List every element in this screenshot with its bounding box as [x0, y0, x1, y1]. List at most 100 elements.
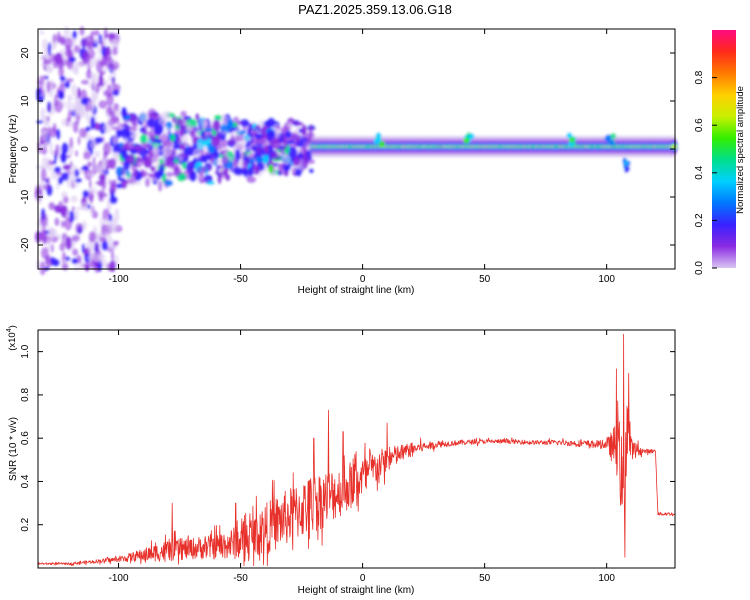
colorbar-ticks: 0.0 0.2 0.4 0.6 0.8 — [694, 70, 717, 275]
x-tick-label: 100 — [598, 573, 615, 584]
spectrogram-cell — [213, 150, 220, 160]
spectrogram-cell — [64, 37, 73, 50]
spectrogram-cell — [463, 137, 470, 144]
snr-y-label: SNR (10 * v/v) — [8, 417, 19, 481]
spectrogram-cell — [270, 150, 279, 160]
spectrogram-cell — [72, 30, 78, 39]
spectrogram-cell — [122, 161, 131, 171]
spectrogram-cell — [40, 146, 48, 155]
snr-plot-area — [38, 330, 675, 568]
x-tick-label: 0 — [360, 573, 366, 584]
spectrogram-cell — [140, 170, 149, 178]
spectrogram-cell — [35, 165, 45, 170]
spectrogram-cell — [201, 154, 209, 164]
spectrogram-image — [34, 26, 678, 276]
spectrogram-cell — [59, 81, 66, 88]
spectrogram-cell — [263, 145, 270, 154]
spectrogram-cell — [112, 117, 120, 125]
spectrogram-cell — [98, 100, 108, 109]
spectrogram-cell — [50, 243, 55, 253]
spectrogram-cell — [49, 40, 57, 51]
spectrogram-cell — [283, 138, 288, 150]
spectrogram-cell — [71, 248, 79, 256]
spectrogram-cell — [106, 45, 111, 57]
spectrogram-cell — [138, 110, 148, 123]
spectrogram-cell — [67, 94, 73, 102]
spectrogram-cell — [88, 179, 92, 189]
spectrogram-cell — [129, 115, 140, 126]
spectrogram-cell — [90, 116, 96, 130]
spectrogram-cell — [64, 80, 71, 89]
spectrogram-cell — [144, 149, 150, 154]
spectrogram-cell — [189, 170, 197, 182]
spectrogram-cell — [294, 121, 304, 126]
spectrogram-cell — [43, 59, 52, 65]
snr-panel: -100 -50 0 50 100 0.2 0.4 0.6 0.8 1.0 Height of … — [6, 325, 676, 596]
spectrogram-cell — [70, 195, 78, 203]
spectrogram-cell — [82, 189, 89, 198]
spectrogram-cell — [91, 72, 98, 86]
spectrogram-cell — [223, 169, 229, 176]
spectrogram-cell — [46, 254, 53, 268]
spectrogram-cell — [66, 100, 73, 111]
spectrogram-y-label: Frequency (Hz) — [8, 115, 19, 184]
spectrogram-cell — [170, 162, 180, 170]
spectrogram-cell — [185, 122, 192, 134]
spectrogram-cell — [164, 179, 174, 187]
spectrogram-cell — [56, 182, 60, 190]
spectrogram-cell — [287, 146, 298, 158]
snr-scale-note: (x104) — [6, 325, 18, 351]
spectrogram-cell — [65, 78, 74, 83]
snr-x-label: Height of straight line (km) — [298, 585, 415, 596]
spectrogram-cell — [95, 38, 101, 43]
spectrogram-cell — [268, 164, 274, 174]
spectrogram-cell — [99, 236, 107, 242]
spectrogram-cell — [96, 254, 106, 264]
spectrogram-cell — [139, 133, 148, 144]
spectrogram-cell — [179, 144, 185, 151]
spectrogram-cell — [246, 176, 257, 184]
spectrogram-cell — [84, 265, 90, 272]
spectrogram-cell — [161, 133, 168, 145]
spectrogram-cell — [88, 83, 97, 89]
spectrogram-cell — [162, 145, 172, 157]
y-tick-label: 1.0 — [20, 344, 31, 358]
spectrogram-cell — [93, 122, 101, 131]
spectrogram-cell — [227, 118, 234, 129]
spectrogram-cell — [110, 250, 115, 261]
spectrogram-cell — [255, 156, 263, 163]
spectrogram-cell — [42, 234, 47, 246]
spectrogram-cell — [212, 119, 221, 132]
spectrogram-cell — [48, 79, 55, 91]
spectrogram-cell — [47, 238, 51, 251]
spectrogram-y-ticks: -20 -10 0 10 20 — [20, 47, 675, 252]
spectrogram-cell — [170, 133, 176, 142]
spectrogram-cell — [130, 163, 137, 172]
spectrogram-cell — [94, 136, 104, 144]
spectrogram-cell — [229, 141, 237, 146]
spectrogram-cell — [60, 220, 66, 228]
spectrogram-cell — [203, 164, 213, 172]
spectrogram-cell — [165, 171, 175, 177]
snr-scale-base: (x10 — [7, 332, 18, 350]
spectrogram-cell — [604, 135, 611, 142]
spectrogram-cell — [71, 83, 78, 96]
spectrogram-cell — [294, 133, 301, 145]
x-tick-label: 50 — [479, 274, 491, 285]
spectrogram-cell — [60, 152, 67, 164]
spectrogram-cell — [183, 146, 193, 155]
spectrogram-cell — [93, 29, 100, 36]
snr-frame — [37, 329, 676, 569]
spectrogram-cell — [241, 159, 249, 170]
spectrogram-cell — [98, 173, 107, 182]
colorbar-tick-label: 0.2 — [694, 213, 705, 227]
spectrogram-cell — [221, 155, 229, 166]
spectrogram-cell — [80, 166, 90, 171]
spectrogram-cell — [88, 187, 97, 194]
spectrogram-cell — [106, 92, 114, 107]
spectrogram-cell — [41, 75, 47, 80]
spectrogram-cell — [623, 163, 628, 170]
spectrogram-cell — [197, 173, 205, 184]
spectrogram-cell — [195, 125, 201, 137]
